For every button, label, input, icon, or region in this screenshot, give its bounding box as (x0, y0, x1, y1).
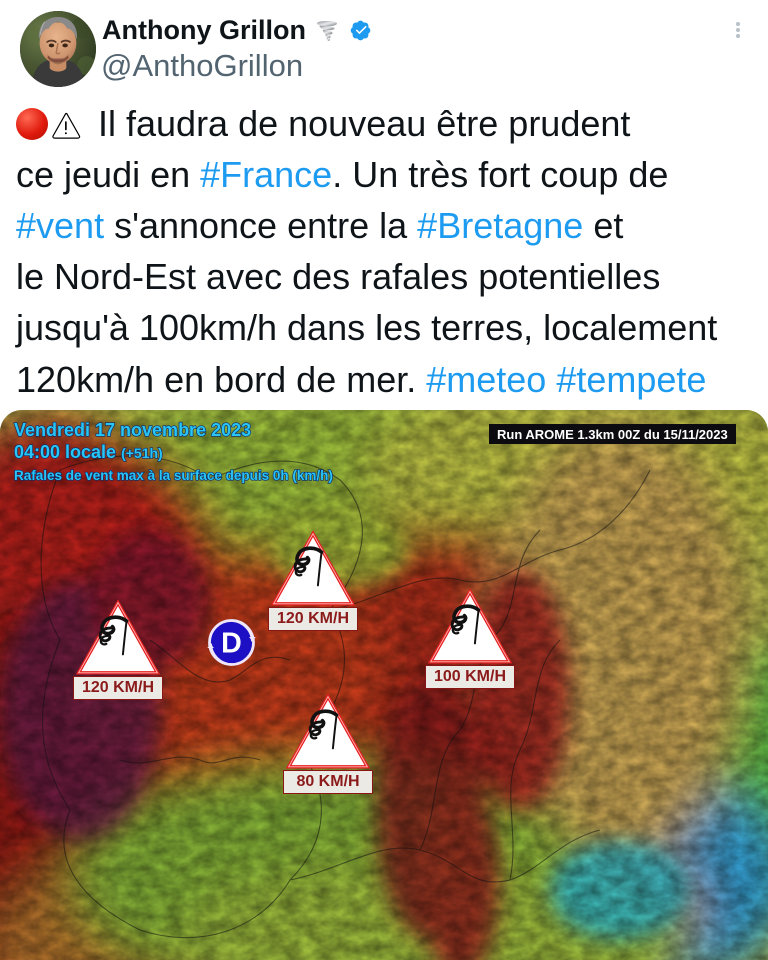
svg-text:D: D (221, 627, 242, 659)
